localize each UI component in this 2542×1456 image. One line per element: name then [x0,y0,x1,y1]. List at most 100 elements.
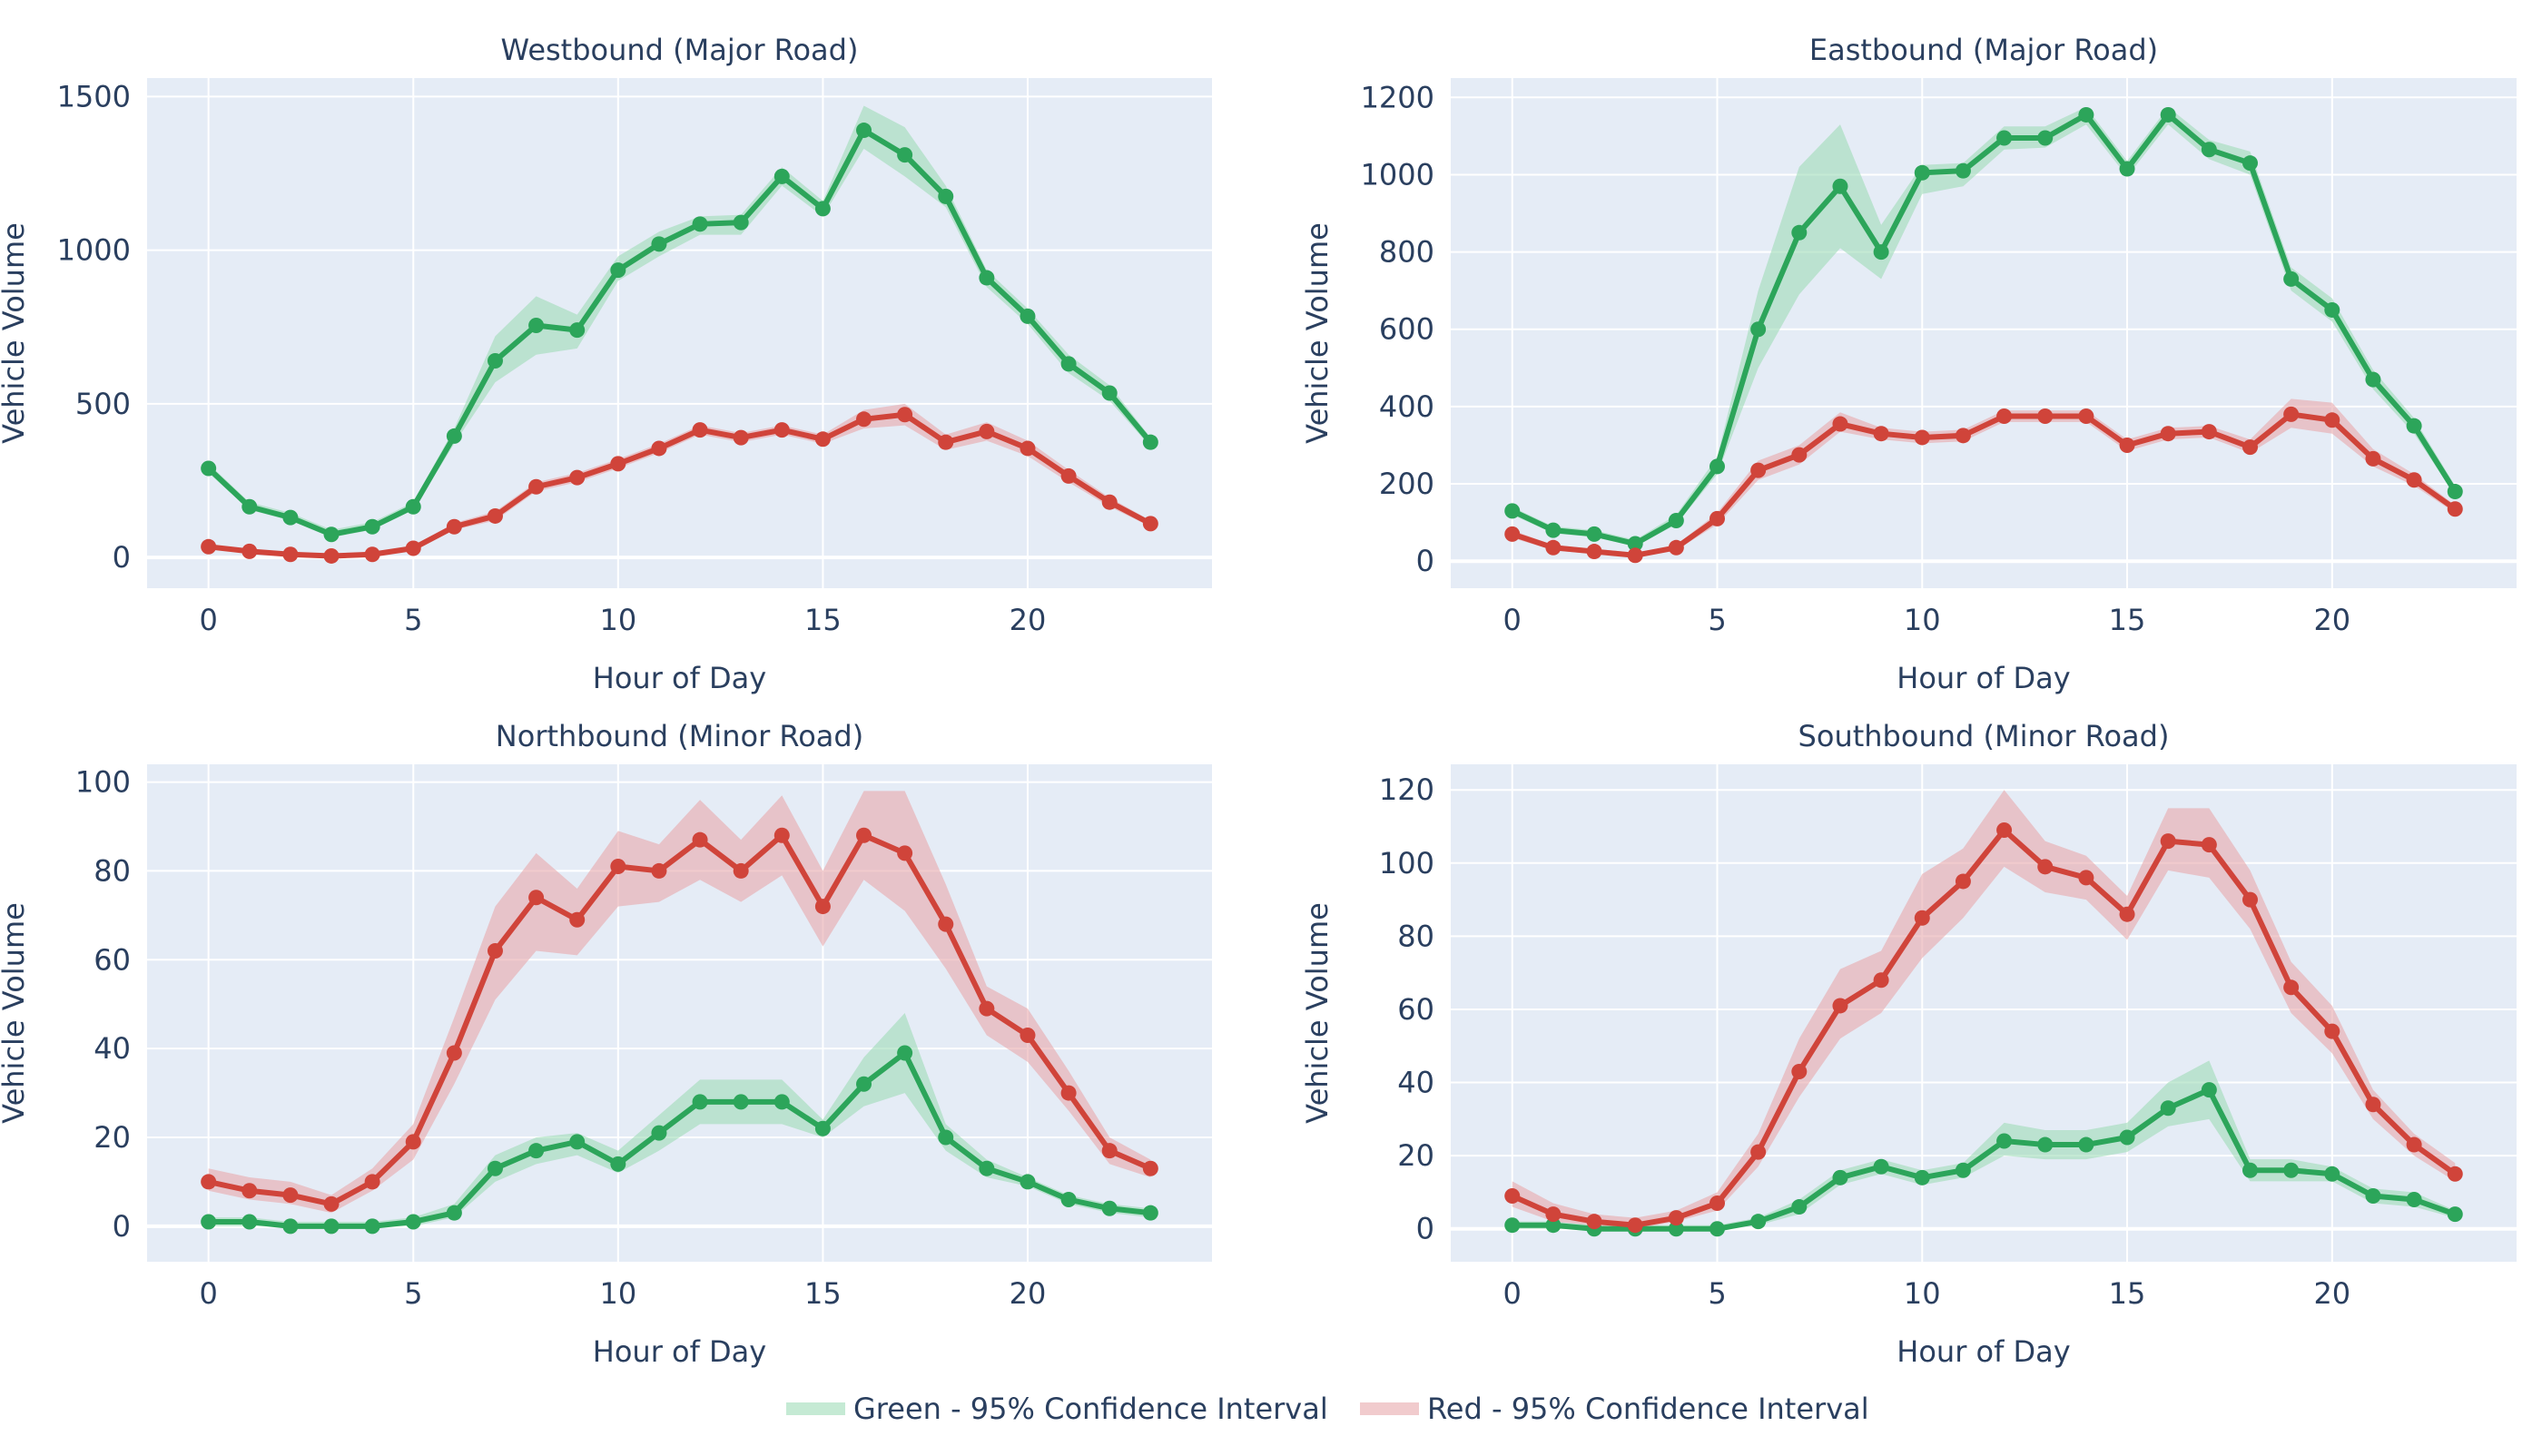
green-data-point [2447,1206,2463,1223]
green-data-point [1955,162,1971,179]
green-data-point [1504,503,1521,519]
green-data-point [2242,1162,2258,1178]
x-tick-label: 15 [804,1276,842,1311]
red-data-point [2406,1136,2422,1153]
red-data-point [2365,450,2381,467]
red-data-point [773,422,790,438]
red-data-point [323,1195,340,1212]
green-data-point [323,1218,340,1235]
red-data-point [2283,406,2300,422]
green-data-point [241,1214,258,1230]
green-data-point [364,518,380,535]
green-data-point [446,428,462,444]
y-tick-label: 0 [1416,1212,1434,1246]
red-data-point [2037,408,2054,425]
red-data-point [2324,1023,2340,1039]
red-data-point [733,862,749,879]
y-tick-label: 800 [1379,235,1434,270]
green-data-point [1627,536,1643,552]
red-data-point [201,538,217,555]
red-data-point [1955,428,1971,444]
red-data-point [1504,1187,1521,1204]
green-data-point [282,1218,299,1235]
red-data-point [1142,1160,1158,1176]
legend-label: Red - 95% Confidence Interval [1427,1392,1869,1426]
green-data-point [2119,1129,2135,1146]
y-tick-label: 40 [1397,1066,1434,1100]
green-data-point [2406,418,2422,434]
green-confidence-band [1512,1060,2456,1229]
green-data-point [1142,434,1158,450]
x-axis-label: Hour of Day [1897,1334,2070,1369]
red-data-point [1020,1027,1036,1043]
green-data-point [692,1094,708,1110]
y-tick-label: 0 [113,540,131,575]
green-data-point [446,1205,462,1221]
x-tick-label: 15 [2109,603,2146,637]
legend-label: Green - 95% Confidence Interval [853,1392,1328,1426]
green-data-point [1142,1205,1158,1221]
red-data-point [1791,1063,1808,1079]
y-tick-label: 20 [94,1120,131,1155]
red-data-point [1955,873,1971,890]
red-data-point [1750,1144,1767,1160]
legend: Green - 95% Confidence Interval Red - 95%… [786,1392,1869,1426]
green-data-point [1873,1158,1889,1175]
y-tick-label: 600 [1379,312,1434,347]
subplot-title: Northbound (Minor Road) [496,719,863,753]
green-data-point [1101,1200,1118,1216]
y-tick-label: 60 [94,942,131,977]
red-data-point [1627,1217,1643,1234]
x-tick-label: 10 [599,603,636,637]
green-data-point [2078,106,2094,123]
green-data-point [201,1214,217,1230]
red-data-point [323,547,340,564]
green-data-point [1832,1169,1848,1185]
green-data-point [405,498,421,515]
red-data-point [1586,544,1602,560]
red-data-point [2242,891,2258,908]
red-data-point [1142,516,1158,532]
red-data-point [733,429,749,446]
green-data-point [2037,1136,2054,1153]
green-data-point [1996,1133,2013,1149]
y-axis-label: Vehicle Volume [0,222,31,444]
red-data-point [897,845,913,861]
x-tick-label: 0 [1503,1276,1522,1311]
green-data-point [610,1156,626,1172]
red-data-point [2447,1166,2463,1182]
green-data-point [1545,1217,1562,1234]
green-data-point [979,270,995,286]
red-data-point [610,859,626,875]
green-data-point [2160,106,2176,123]
green-data-point [1668,1221,1684,1237]
y-tick-label: 1000 [1361,157,1434,192]
red-data-point [1060,467,1077,484]
green-data-point [2447,484,2463,500]
red-data-point [1020,440,1036,457]
red-data-point [487,943,503,959]
red-data-point [897,407,913,423]
green-data-point [2201,142,2217,158]
green-data-point [1709,1221,1725,1237]
green-data-point [2406,1192,2422,1207]
red-data-point [1996,408,2013,425]
red-data-point [1545,1206,1562,1223]
red-data-point [1914,429,1930,446]
green-data-point [1750,321,1767,338]
green-data-point [201,460,217,477]
x-tick-label: 5 [1708,603,1726,637]
green-data-point [2324,301,2340,318]
red-data-point [2324,412,2340,428]
green-data-point [2119,161,2135,177]
red-data-point [856,827,872,843]
green-data-point [773,168,790,184]
red-data-point [1545,539,1562,556]
red-data-point [651,440,667,457]
red-data-point [528,478,545,495]
y-tick-label: 1000 [57,233,131,268]
green-data-point [569,322,586,339]
y-tick-label: 80 [94,853,131,888]
